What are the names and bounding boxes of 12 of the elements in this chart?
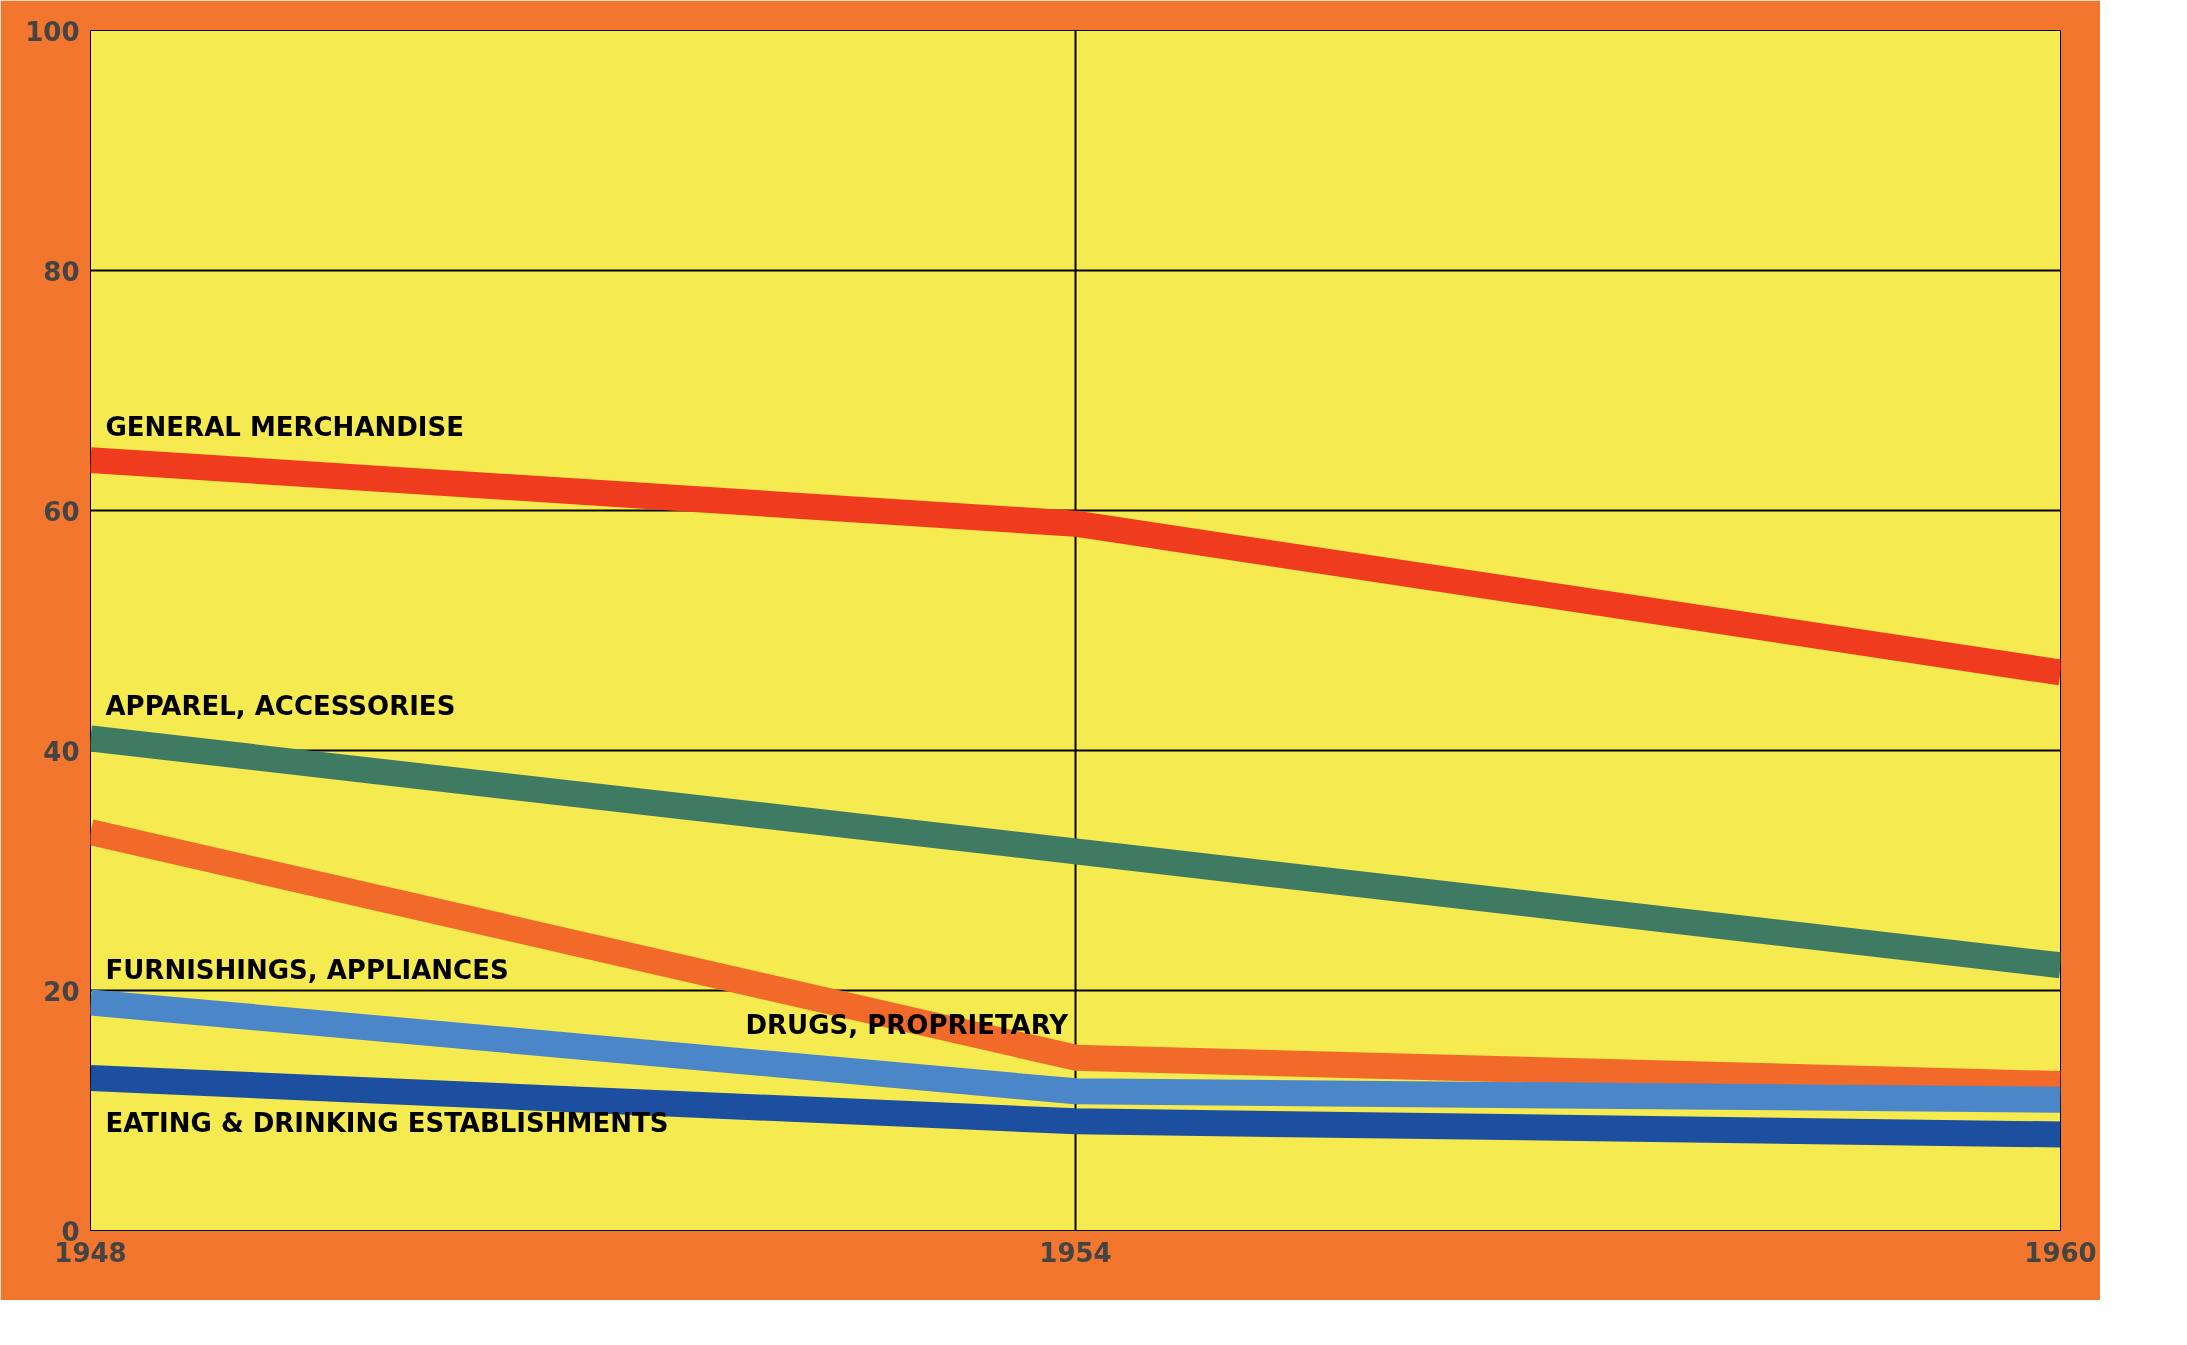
series-label: GENERAL MERCHANDISE [105, 412, 465, 443]
y-tick-label: 60 [43, 496, 80, 527]
series-label: FURNISHINGS, APPLIANCES [105, 954, 509, 985]
y-tick-label: 80 [43, 256, 80, 287]
series-label: DRUGS, PROPRIETARY [745, 1009, 1070, 1040]
y-tick-label: 100 [25, 16, 80, 47]
series-label: APPAREL, ACCESSORIES [105, 690, 456, 721]
y-tick-label: 40 [43, 736, 80, 767]
series-label: EATING & DRINKING ESTABLISHMENTS [105, 1108, 669, 1139]
x-tick-label: 1954 [1039, 1237, 1112, 1268]
y-tick-label: 20 [43, 976, 80, 1007]
x-tick-label: 1960 [2024, 1237, 2097, 1268]
